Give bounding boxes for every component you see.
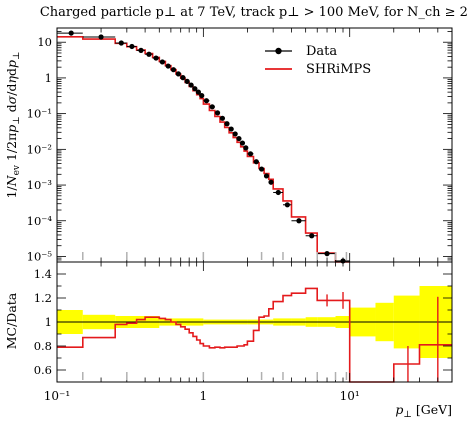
x-tick-label: 10¹ (340, 389, 360, 403)
data-point (188, 82, 194, 88)
data-point (165, 63, 171, 69)
data-point (224, 121, 230, 127)
data-point (263, 173, 270, 179)
data-point (159, 59, 165, 65)
y-tick-label: 10⁻¹ (27, 107, 52, 121)
data-point (153, 55, 159, 61)
data-point (239, 140, 246, 146)
data-point (195, 89, 201, 95)
data-point (232, 131, 238, 137)
data-point (209, 104, 215, 110)
y-tick-label: 10⁻³ (27, 178, 53, 192)
data-point (309, 233, 315, 239)
data-point (275, 189, 281, 196)
data-point (129, 43, 135, 50)
data-point (170, 67, 177, 73)
y-tick-label: 10⁻⁵ (27, 249, 53, 263)
y-tick-label: 0.6 (34, 363, 52, 377)
data-point (146, 51, 152, 57)
data-point (243, 145, 249, 151)
data-point (68, 30, 74, 36)
y-tick-label: 10 (37, 35, 52, 49)
y-tick-label: 1 (45, 315, 52, 329)
legend: Data SHRiMPS (265, 44, 371, 77)
main-frame (56, 27, 453, 263)
legend-entry-shrimps: SHRiMPS (306, 62, 371, 77)
y-tick-label: 1 (45, 71, 52, 85)
main-panel: 10 1 10⁻¹ 10⁻² 10⁻³ 10⁻⁴ 10⁻⁵ (27, 27, 453, 264)
data-point (98, 34, 104, 40)
data-point (268, 179, 274, 185)
data-point (180, 75, 186, 81)
x-tick-label: 1 (200, 389, 208, 403)
data-point (175, 71, 181, 77)
data-point (118, 40, 124, 46)
data-point (203, 98, 210, 104)
chart-title: Charged particle p⊥ at 7 TeV, track p⊥ >… (40, 5, 467, 20)
data-point (258, 166, 265, 172)
ratio-panel: 10⁻¹ 1 10¹ 1.4 1.2 1 0.8 0.6 (34, 261, 453, 403)
y-tick-label: 10⁻⁴ (27, 214, 53, 228)
x-axis-label: p⊥ [GeV] (395, 402, 452, 420)
data-point (184, 78, 190, 84)
data-point (199, 92, 205, 99)
y-axis-label-main: 1/Nev 1/2πp⊥ dσ/dηdp⊥ (4, 51, 22, 198)
data-point (284, 202, 290, 208)
data-point (138, 47, 144, 53)
y-axis-label-ratio: MC/Data (4, 292, 19, 349)
legend-data-marker (275, 47, 282, 55)
data-point (228, 126, 234, 132)
ratio-shrimps-line (57, 287, 452, 383)
data-point (253, 159, 259, 165)
y-tick-label: 1.2 (34, 291, 52, 305)
data-point (247, 151, 254, 157)
y-tick-label: 0.8 (34, 339, 52, 353)
data-point (296, 218, 302, 224)
data-point (214, 110, 221, 116)
y-tick-label: 10⁻² (27, 142, 52, 156)
legend-entry-data: Data (306, 44, 337, 59)
x-tick-label: 10⁻¹ (44, 389, 70, 403)
y-tick-label: 1.4 (34, 267, 52, 281)
data-point (236, 135, 242, 142)
data-point (219, 115, 226, 121)
data-point (192, 86, 198, 92)
data-point (324, 251, 330, 257)
